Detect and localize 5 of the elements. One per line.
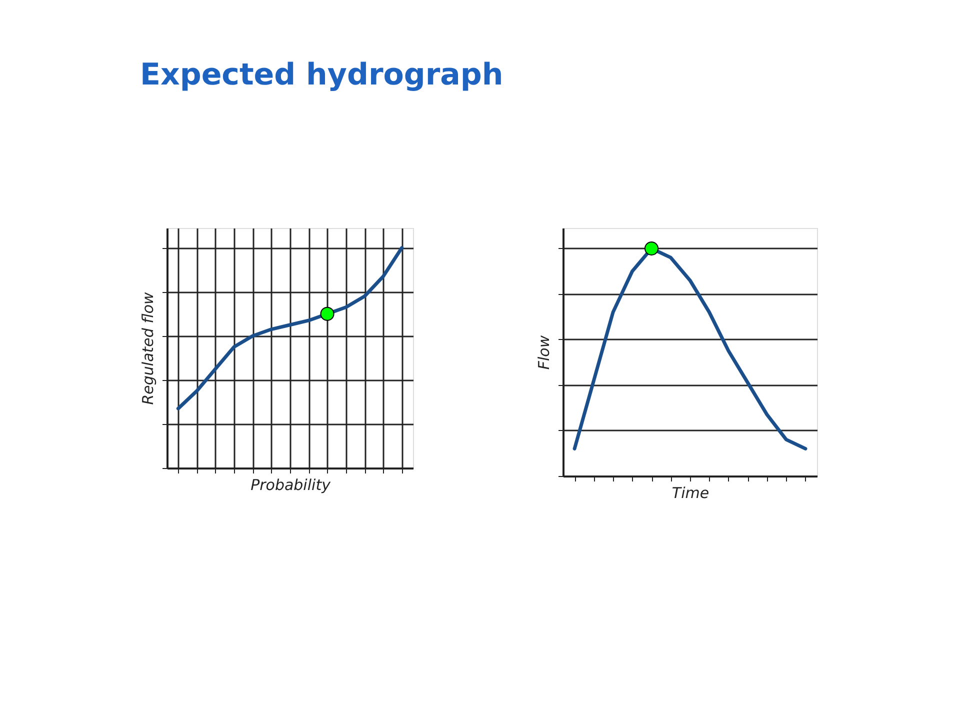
- x-axis-title: Probability: [250, 476, 332, 494]
- y-axis-title: Flow: [535, 334, 553, 370]
- chart-title: Expected hydrograph: [140, 58, 504, 92]
- y-axis-title: Regulated flow: [139, 291, 157, 405]
- x-axis-title: Time: [672, 484, 710, 502]
